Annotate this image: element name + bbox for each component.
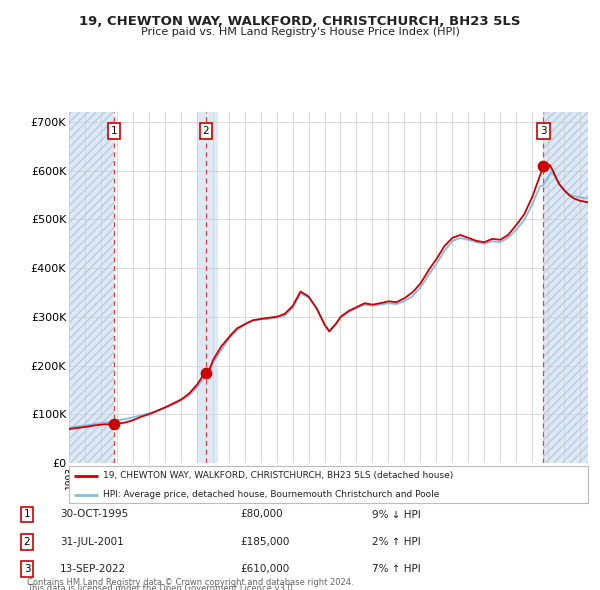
Point <box>109 419 119 429</box>
Text: 19, CHEWTON WAY, WALKFORD, CHRISTCHURCH, BH23 5LS (detached house): 19, CHEWTON WAY, WALKFORD, CHRISTCHURCH,… <box>103 471 453 480</box>
Text: HPI: Average price, detached house, Bournemouth Christchurch and Poole: HPI: Average price, detached house, Bour… <box>103 490 439 499</box>
Text: £610,000: £610,000 <box>240 564 289 573</box>
Text: 1: 1 <box>111 126 118 136</box>
Bar <box>69 112 114 463</box>
Text: This data is licensed under the Open Government Licence v3.0.: This data is licensed under the Open Gov… <box>27 584 295 590</box>
Text: 3: 3 <box>540 126 547 136</box>
Text: 2% ↑ HPI: 2% ↑ HPI <box>372 537 421 546</box>
Text: Contains HM Land Registry data © Crown copyright and database right 2024.: Contains HM Land Registry data © Crown c… <box>27 578 353 587</box>
Bar <box>544 112 588 463</box>
Text: £80,000: £80,000 <box>240 510 283 519</box>
Bar <box>197 112 218 463</box>
Text: 9% ↓ HPI: 9% ↓ HPI <box>372 510 421 519</box>
Text: 13-SEP-2022: 13-SEP-2022 <box>60 564 126 573</box>
Text: 19, CHEWTON WAY, WALKFORD, CHRISTCHURCH, BH23 5LS: 19, CHEWTON WAY, WALKFORD, CHRISTCHURCH,… <box>79 15 521 28</box>
Text: 31-JUL-2001: 31-JUL-2001 <box>60 537 124 546</box>
Text: 7% ↑ HPI: 7% ↑ HPI <box>372 564 421 573</box>
Bar <box>544 112 588 463</box>
Text: 1: 1 <box>23 510 31 519</box>
Text: £185,000: £185,000 <box>240 537 289 546</box>
Text: 2: 2 <box>23 537 31 546</box>
Point <box>539 161 548 171</box>
Text: Price paid vs. HM Land Registry's House Price Index (HPI): Price paid vs. HM Land Registry's House … <box>140 27 460 37</box>
Bar <box>69 112 114 463</box>
Point <box>201 368 211 378</box>
Text: 3: 3 <box>23 564 31 573</box>
Text: 2: 2 <box>203 126 209 136</box>
Text: 30-OCT-1995: 30-OCT-1995 <box>60 510 128 519</box>
